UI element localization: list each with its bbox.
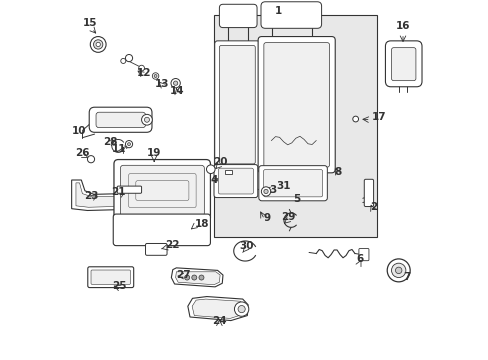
FancyBboxPatch shape	[261, 2, 321, 28]
Text: 9: 9	[263, 213, 270, 223]
Polygon shape	[192, 299, 244, 319]
Text: 14: 14	[169, 86, 184, 96]
Text: 17: 17	[371, 112, 386, 122]
Text: 19: 19	[146, 148, 161, 158]
Text: 4: 4	[210, 175, 217, 185]
Circle shape	[96, 42, 100, 46]
FancyBboxPatch shape	[264, 42, 329, 167]
Text: 5: 5	[292, 194, 300, 203]
Text: 12: 12	[137, 68, 151, 78]
Circle shape	[391, 263, 405, 278]
Text: 24: 24	[212, 316, 226, 326]
Text: 21: 21	[111, 187, 125, 197]
Text: 31: 31	[276, 181, 290, 191]
Circle shape	[125, 140, 132, 148]
FancyBboxPatch shape	[214, 165, 257, 198]
Text: 11: 11	[111, 144, 126, 154]
Text: 29: 29	[281, 212, 295, 222]
Circle shape	[154, 75, 157, 77]
Circle shape	[261, 187, 270, 196]
FancyBboxPatch shape	[145, 243, 167, 255]
Circle shape	[206, 165, 215, 174]
Circle shape	[234, 302, 248, 316]
Circle shape	[386, 259, 409, 282]
Circle shape	[152, 73, 159, 79]
FancyBboxPatch shape	[219, 4, 257, 28]
Text: 10: 10	[71, 126, 86, 136]
FancyBboxPatch shape	[385, 41, 421, 87]
Circle shape	[125, 54, 132, 62]
Text: 16: 16	[395, 21, 409, 31]
Text: 27: 27	[176, 270, 190, 280]
FancyBboxPatch shape	[88, 267, 133, 288]
Polygon shape	[171, 268, 223, 287]
Text: 30: 30	[239, 241, 253, 251]
FancyBboxPatch shape	[263, 170, 322, 197]
Bar	[224, 170, 231, 174]
Polygon shape	[76, 183, 125, 207]
Circle shape	[127, 143, 130, 145]
FancyBboxPatch shape	[358, 248, 368, 261]
FancyBboxPatch shape	[114, 159, 210, 222]
FancyBboxPatch shape	[117, 186, 142, 193]
Circle shape	[90, 37, 106, 52]
Text: 7: 7	[402, 273, 409, 282]
FancyBboxPatch shape	[391, 48, 415, 81]
Circle shape	[142, 114, 152, 125]
FancyBboxPatch shape	[89, 107, 152, 132]
Text: 2: 2	[369, 202, 376, 212]
Circle shape	[93, 40, 102, 49]
FancyBboxPatch shape	[258, 37, 335, 173]
FancyBboxPatch shape	[96, 112, 145, 128]
Circle shape	[87, 156, 94, 163]
Text: 6: 6	[356, 255, 363, 265]
Polygon shape	[72, 180, 129, 211]
Polygon shape	[187, 297, 247, 320]
FancyBboxPatch shape	[219, 45, 255, 164]
Circle shape	[264, 189, 267, 194]
Circle shape	[139, 65, 144, 71]
Text: 28: 28	[102, 137, 117, 147]
FancyBboxPatch shape	[120, 165, 204, 216]
Bar	[214, 15, 376, 237]
Circle shape	[184, 275, 189, 280]
Circle shape	[173, 81, 178, 85]
Circle shape	[121, 58, 125, 63]
Circle shape	[395, 267, 401, 274]
Text: 1: 1	[274, 6, 282, 16]
FancyBboxPatch shape	[364, 179, 373, 207]
Text: 26: 26	[75, 148, 89, 158]
Circle shape	[144, 117, 149, 122]
FancyBboxPatch shape	[218, 168, 253, 194]
Text: 23: 23	[83, 191, 98, 201]
Text: 25: 25	[112, 282, 127, 291]
FancyBboxPatch shape	[258, 166, 326, 201]
Text: 15: 15	[82, 18, 97, 28]
FancyBboxPatch shape	[214, 41, 260, 168]
Text: 20: 20	[212, 157, 227, 167]
FancyBboxPatch shape	[113, 214, 210, 246]
Text: 13: 13	[155, 80, 169, 90]
Circle shape	[199, 275, 203, 280]
Circle shape	[352, 116, 358, 122]
Text: 18: 18	[195, 219, 209, 229]
Circle shape	[238, 306, 244, 313]
Text: 22: 22	[164, 240, 179, 250]
Polygon shape	[175, 272, 220, 285]
Text: 8: 8	[334, 167, 342, 177]
Circle shape	[171, 78, 180, 88]
FancyBboxPatch shape	[91, 270, 130, 284]
Text: 3: 3	[268, 185, 276, 194]
Circle shape	[191, 275, 196, 280]
